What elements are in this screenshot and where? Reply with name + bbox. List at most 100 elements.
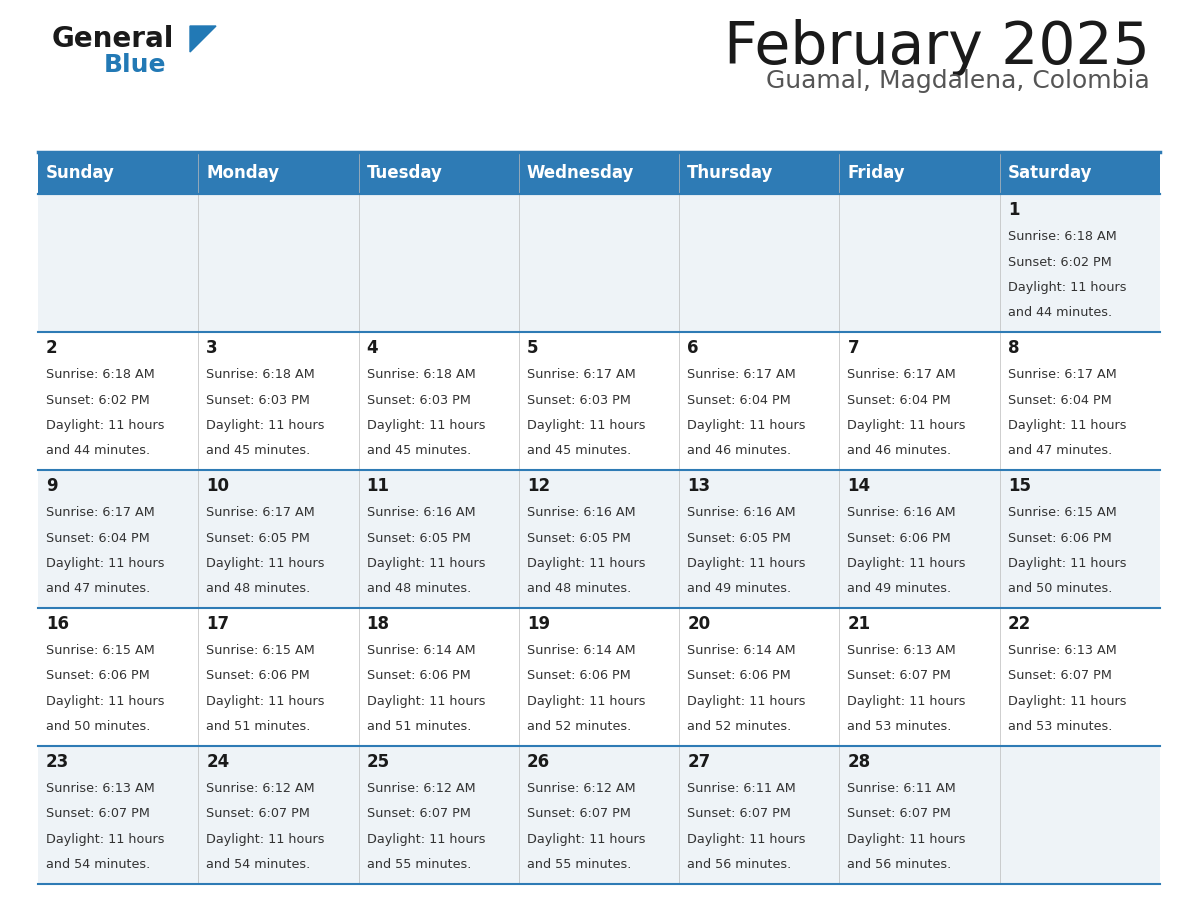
Text: Guamal, Magdalena, Colombia: Guamal, Magdalena, Colombia — [766, 69, 1150, 93]
Text: Sunset: 6:07 PM: Sunset: 6:07 PM — [46, 808, 150, 821]
Text: Daylight: 11 hours: Daylight: 11 hours — [367, 557, 485, 570]
Text: and 46 minutes.: and 46 minutes. — [687, 444, 791, 457]
Bar — [38, 152, 198, 194]
Text: Blue: Blue — [105, 53, 166, 77]
Text: Sunset: 6:06 PM: Sunset: 6:06 PM — [367, 669, 470, 682]
Text: and 45 minutes.: and 45 minutes. — [207, 444, 310, 457]
Bar — [38, 746, 1159, 884]
Text: Sunset: 6:07 PM: Sunset: 6:07 PM — [687, 808, 791, 821]
Text: Daylight: 11 hours: Daylight: 11 hours — [367, 695, 485, 708]
Text: Sunset: 6:04 PM: Sunset: 6:04 PM — [847, 394, 952, 407]
Text: and 51 minutes.: and 51 minutes. — [207, 721, 311, 733]
Text: Saturday: Saturday — [1007, 164, 1092, 182]
Text: Sunset: 6:07 PM: Sunset: 6:07 PM — [1007, 669, 1112, 682]
Text: 25: 25 — [367, 753, 390, 771]
Text: and 51 minutes.: and 51 minutes. — [367, 721, 470, 733]
Text: 1: 1 — [1007, 201, 1019, 219]
Text: Sunset: 6:06 PM: Sunset: 6:06 PM — [526, 669, 631, 682]
Text: Sunrise: 6:17 AM: Sunrise: 6:17 AM — [46, 506, 154, 519]
Text: Sunset: 6:07 PM: Sunset: 6:07 PM — [847, 669, 952, 682]
Text: 28: 28 — [847, 753, 871, 771]
Text: and 55 minutes.: and 55 minutes. — [526, 858, 631, 871]
Text: Daylight: 11 hours: Daylight: 11 hours — [847, 557, 966, 570]
Text: 8: 8 — [1007, 339, 1019, 357]
Text: 14: 14 — [847, 477, 871, 495]
Text: Daylight: 11 hours: Daylight: 11 hours — [46, 695, 164, 708]
Text: Friday: Friday — [847, 164, 905, 182]
Text: Sunrise: 6:17 AM: Sunrise: 6:17 AM — [526, 368, 636, 381]
Text: and 49 minutes.: and 49 minutes. — [687, 583, 791, 596]
Text: and 55 minutes.: and 55 minutes. — [367, 858, 470, 871]
Text: Sunset: 6:05 PM: Sunset: 6:05 PM — [207, 532, 310, 544]
Text: and 54 minutes.: and 54 minutes. — [207, 858, 310, 871]
Text: Sunset: 6:05 PM: Sunset: 6:05 PM — [367, 532, 470, 544]
Text: Thursday: Thursday — [687, 164, 773, 182]
Text: Daylight: 11 hours: Daylight: 11 hours — [46, 557, 164, 570]
Text: 18: 18 — [367, 615, 390, 633]
Text: Sunset: 6:04 PM: Sunset: 6:04 PM — [1007, 394, 1112, 407]
Text: Tuesday: Tuesday — [367, 164, 442, 182]
Bar — [359, 152, 519, 194]
Text: Sunrise: 6:14 AM: Sunrise: 6:14 AM — [367, 644, 475, 657]
Text: 12: 12 — [526, 477, 550, 495]
Text: Sunset: 6:07 PM: Sunset: 6:07 PM — [367, 808, 470, 821]
Text: 21: 21 — [847, 615, 871, 633]
Text: Sunrise: 6:18 AM: Sunrise: 6:18 AM — [46, 368, 154, 381]
Text: Sunrise: 6:18 AM: Sunrise: 6:18 AM — [367, 368, 475, 381]
Text: Sunrise: 6:13 AM: Sunrise: 6:13 AM — [847, 644, 956, 657]
Text: and 47 minutes.: and 47 minutes. — [46, 583, 150, 596]
Text: and 48 minutes.: and 48 minutes. — [367, 583, 470, 596]
Text: 17: 17 — [207, 615, 229, 633]
Text: Sunrise: 6:16 AM: Sunrise: 6:16 AM — [367, 506, 475, 519]
Text: Daylight: 11 hours: Daylight: 11 hours — [526, 419, 645, 432]
Bar — [38, 332, 1159, 470]
Text: Daylight: 11 hours: Daylight: 11 hours — [687, 833, 805, 846]
Text: Daylight: 11 hours: Daylight: 11 hours — [1007, 695, 1126, 708]
Bar — [1000, 152, 1159, 194]
Text: Sunrise: 6:15 AM: Sunrise: 6:15 AM — [207, 644, 315, 657]
Text: 26: 26 — [526, 753, 550, 771]
Text: 9: 9 — [46, 477, 58, 495]
Text: and 49 minutes.: and 49 minutes. — [847, 583, 952, 596]
Text: Sunrise: 6:17 AM: Sunrise: 6:17 AM — [687, 368, 796, 381]
Text: and 44 minutes.: and 44 minutes. — [46, 444, 150, 457]
Text: Sunset: 6:03 PM: Sunset: 6:03 PM — [367, 394, 470, 407]
Polygon shape — [190, 26, 216, 52]
Text: Sunset: 6:02 PM: Sunset: 6:02 PM — [46, 394, 150, 407]
Text: and 50 minutes.: and 50 minutes. — [1007, 583, 1112, 596]
Text: Daylight: 11 hours: Daylight: 11 hours — [1007, 281, 1126, 294]
Text: 13: 13 — [687, 477, 710, 495]
Text: Daylight: 11 hours: Daylight: 11 hours — [207, 419, 324, 432]
Text: and 56 minutes.: and 56 minutes. — [847, 858, 952, 871]
Text: Daylight: 11 hours: Daylight: 11 hours — [526, 695, 645, 708]
Text: Daylight: 11 hours: Daylight: 11 hours — [847, 419, 966, 432]
Text: Monday: Monday — [207, 164, 279, 182]
Bar — [38, 470, 1159, 608]
Text: Sunrise: 6:18 AM: Sunrise: 6:18 AM — [207, 368, 315, 381]
Text: Sunrise: 6:16 AM: Sunrise: 6:16 AM — [687, 506, 796, 519]
Text: Sunset: 6:06 PM: Sunset: 6:06 PM — [687, 669, 791, 682]
Text: Daylight: 11 hours: Daylight: 11 hours — [367, 833, 485, 846]
Bar — [840, 152, 1000, 194]
Text: Sunset: 6:06 PM: Sunset: 6:06 PM — [847, 532, 952, 544]
Text: Daylight: 11 hours: Daylight: 11 hours — [526, 557, 645, 570]
Text: Sunset: 6:06 PM: Sunset: 6:06 PM — [1007, 532, 1112, 544]
Bar — [519, 152, 680, 194]
Text: 20: 20 — [687, 615, 710, 633]
Text: and 45 minutes.: and 45 minutes. — [526, 444, 631, 457]
Text: Daylight: 11 hours: Daylight: 11 hours — [847, 833, 966, 846]
Text: 15: 15 — [1007, 477, 1031, 495]
Text: 22: 22 — [1007, 615, 1031, 633]
Text: Daylight: 11 hours: Daylight: 11 hours — [207, 695, 324, 708]
Text: and 56 minutes.: and 56 minutes. — [687, 858, 791, 871]
Text: Sunset: 6:07 PM: Sunset: 6:07 PM — [526, 808, 631, 821]
Text: Sunset: 6:07 PM: Sunset: 6:07 PM — [847, 808, 952, 821]
Text: 5: 5 — [526, 339, 538, 357]
Text: Sunset: 6:03 PM: Sunset: 6:03 PM — [526, 394, 631, 407]
Text: Sunrise: 6:11 AM: Sunrise: 6:11 AM — [847, 782, 956, 795]
Text: and 47 minutes.: and 47 minutes. — [1007, 444, 1112, 457]
Text: Daylight: 11 hours: Daylight: 11 hours — [46, 419, 164, 432]
Text: February 2025: February 2025 — [725, 19, 1150, 76]
Text: Sunrise: 6:16 AM: Sunrise: 6:16 AM — [526, 506, 636, 519]
Text: 4: 4 — [367, 339, 378, 357]
